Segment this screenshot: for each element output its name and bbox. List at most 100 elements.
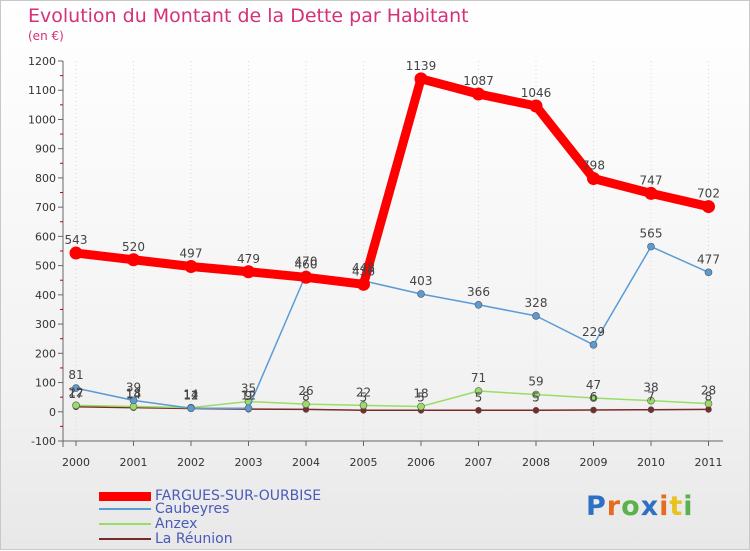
y-tick-label: 300 (35, 318, 56, 331)
data-label: 448 (352, 261, 375, 275)
data-label: 35 (241, 382, 256, 396)
data-label: 12 (241, 388, 256, 402)
data-label: 477 (697, 252, 720, 266)
series-line-1 (75, 245, 710, 410)
legend-label-anzex: Anzex (155, 516, 198, 532)
logo-letter: P (586, 491, 607, 522)
data-point (589, 341, 598, 349)
data-label: 1046 (521, 86, 552, 100)
data-label: 543 (65, 233, 88, 247)
x-tick-label: 2011 (695, 456, 723, 469)
data-label: 71 (471, 371, 486, 385)
grid-lines (75, 61, 709, 441)
x-tick-label: 2003 (235, 456, 263, 469)
legend-label-caubeyres: Caubeyres (155, 501, 230, 517)
y-tick-label: 900 (35, 143, 56, 156)
data-label: 702 (697, 187, 720, 201)
data-point (532, 390, 540, 399)
data-label: 59 (528, 375, 543, 389)
y-tick-label: 1000 (28, 113, 56, 126)
data-point (644, 186, 658, 200)
logo-letter: t (669, 491, 684, 522)
legend-swatch-fargues (99, 491, 151, 501)
data-label: 460 (295, 257, 318, 271)
data-point (357, 277, 370, 291)
data-label: 14 (126, 388, 141, 402)
data-label: 366 (467, 285, 490, 299)
y-tick-label: 500 (35, 260, 56, 273)
legend-item-caubeyres: Caubeyres (99, 501, 229, 517)
data-label: 479 (237, 252, 260, 266)
data-label: 436 (352, 264, 375, 278)
data-label: 81 (68, 368, 83, 382)
data-point (69, 246, 83, 260)
legend-item-la-reunion: La Réunion (99, 531, 233, 547)
data-label: 28 (701, 384, 716, 398)
series-lines (69, 72, 715, 414)
data-point (702, 200, 715, 214)
data-label: 798 (582, 159, 605, 173)
data-label: 7 (647, 390, 655, 404)
data-label: 1139 (406, 59, 437, 73)
data-label: 5 (532, 390, 540, 404)
data-label: 38 (643, 381, 658, 395)
data-label: 17 (68, 387, 83, 401)
data-point (532, 312, 540, 320)
x-tick-label: 2000 (62, 456, 90, 469)
data-point (302, 400, 310, 408)
data-label: 6 (590, 390, 598, 404)
y-tick-label: 200 (35, 347, 56, 360)
data-label: 565 (640, 227, 663, 241)
data-point (184, 259, 198, 273)
data-label: 9 (245, 389, 253, 403)
data-label: 1087 (463, 74, 494, 88)
data-point (414, 72, 428, 86)
y-tick-label: 700 (35, 201, 56, 214)
data-point (704, 399, 713, 408)
legend-swatch-caubeyres (99, 508, 151, 510)
data-point (417, 402, 425, 411)
x-tick-label: 2010 (637, 456, 665, 469)
data-label: 5 (475, 390, 483, 404)
data-label: 470 (295, 254, 318, 268)
y-tick-label: 800 (35, 172, 56, 185)
data-point (590, 406, 597, 414)
data-point (359, 401, 368, 410)
data-point (704, 268, 713, 277)
x-tick-label: 2005 (350, 456, 378, 469)
series-line-3 (75, 406, 710, 412)
y-tick-label: 1100 (28, 84, 56, 97)
legend-item-fargues: FARGUES-SUR-OURBISE (99, 488, 321, 504)
data-point (129, 396, 138, 405)
series-line-0 (71, 74, 713, 289)
data-point (417, 290, 425, 298)
legend-item-anzex: Anzex (99, 516, 197, 532)
y-tick-label: 600 (35, 230, 56, 243)
axes: -100 0 100 200 300 400 500 600 700 800 900 1000 1100… (28, 55, 723, 469)
data-label: 8 (302, 389, 310, 403)
data-label: 5 (360, 390, 368, 404)
data-point (475, 407, 482, 414)
data-label: 39 (126, 380, 141, 394)
data-label: 5 (417, 390, 425, 404)
y-tick-label: 400 (35, 289, 56, 302)
y-tick-label: -100 (31, 435, 56, 448)
data-point (647, 396, 655, 405)
data-label: 403 (410, 274, 433, 288)
x-tick-label: 2009 (580, 456, 608, 469)
data-point (529, 99, 543, 113)
data-point (587, 172, 600, 186)
y-tick-label: 0 (49, 406, 56, 419)
data-point (72, 384, 80, 392)
data-point (72, 401, 80, 410)
data-label: 11 (183, 389, 198, 403)
legend-swatch-anzex (99, 523, 151, 525)
data-label: 520 (122, 240, 145, 254)
logo-letter: r (606, 491, 622, 522)
data-point (242, 265, 255, 279)
y-tick-label: 100 (35, 377, 56, 390)
data-point (244, 404, 253, 413)
